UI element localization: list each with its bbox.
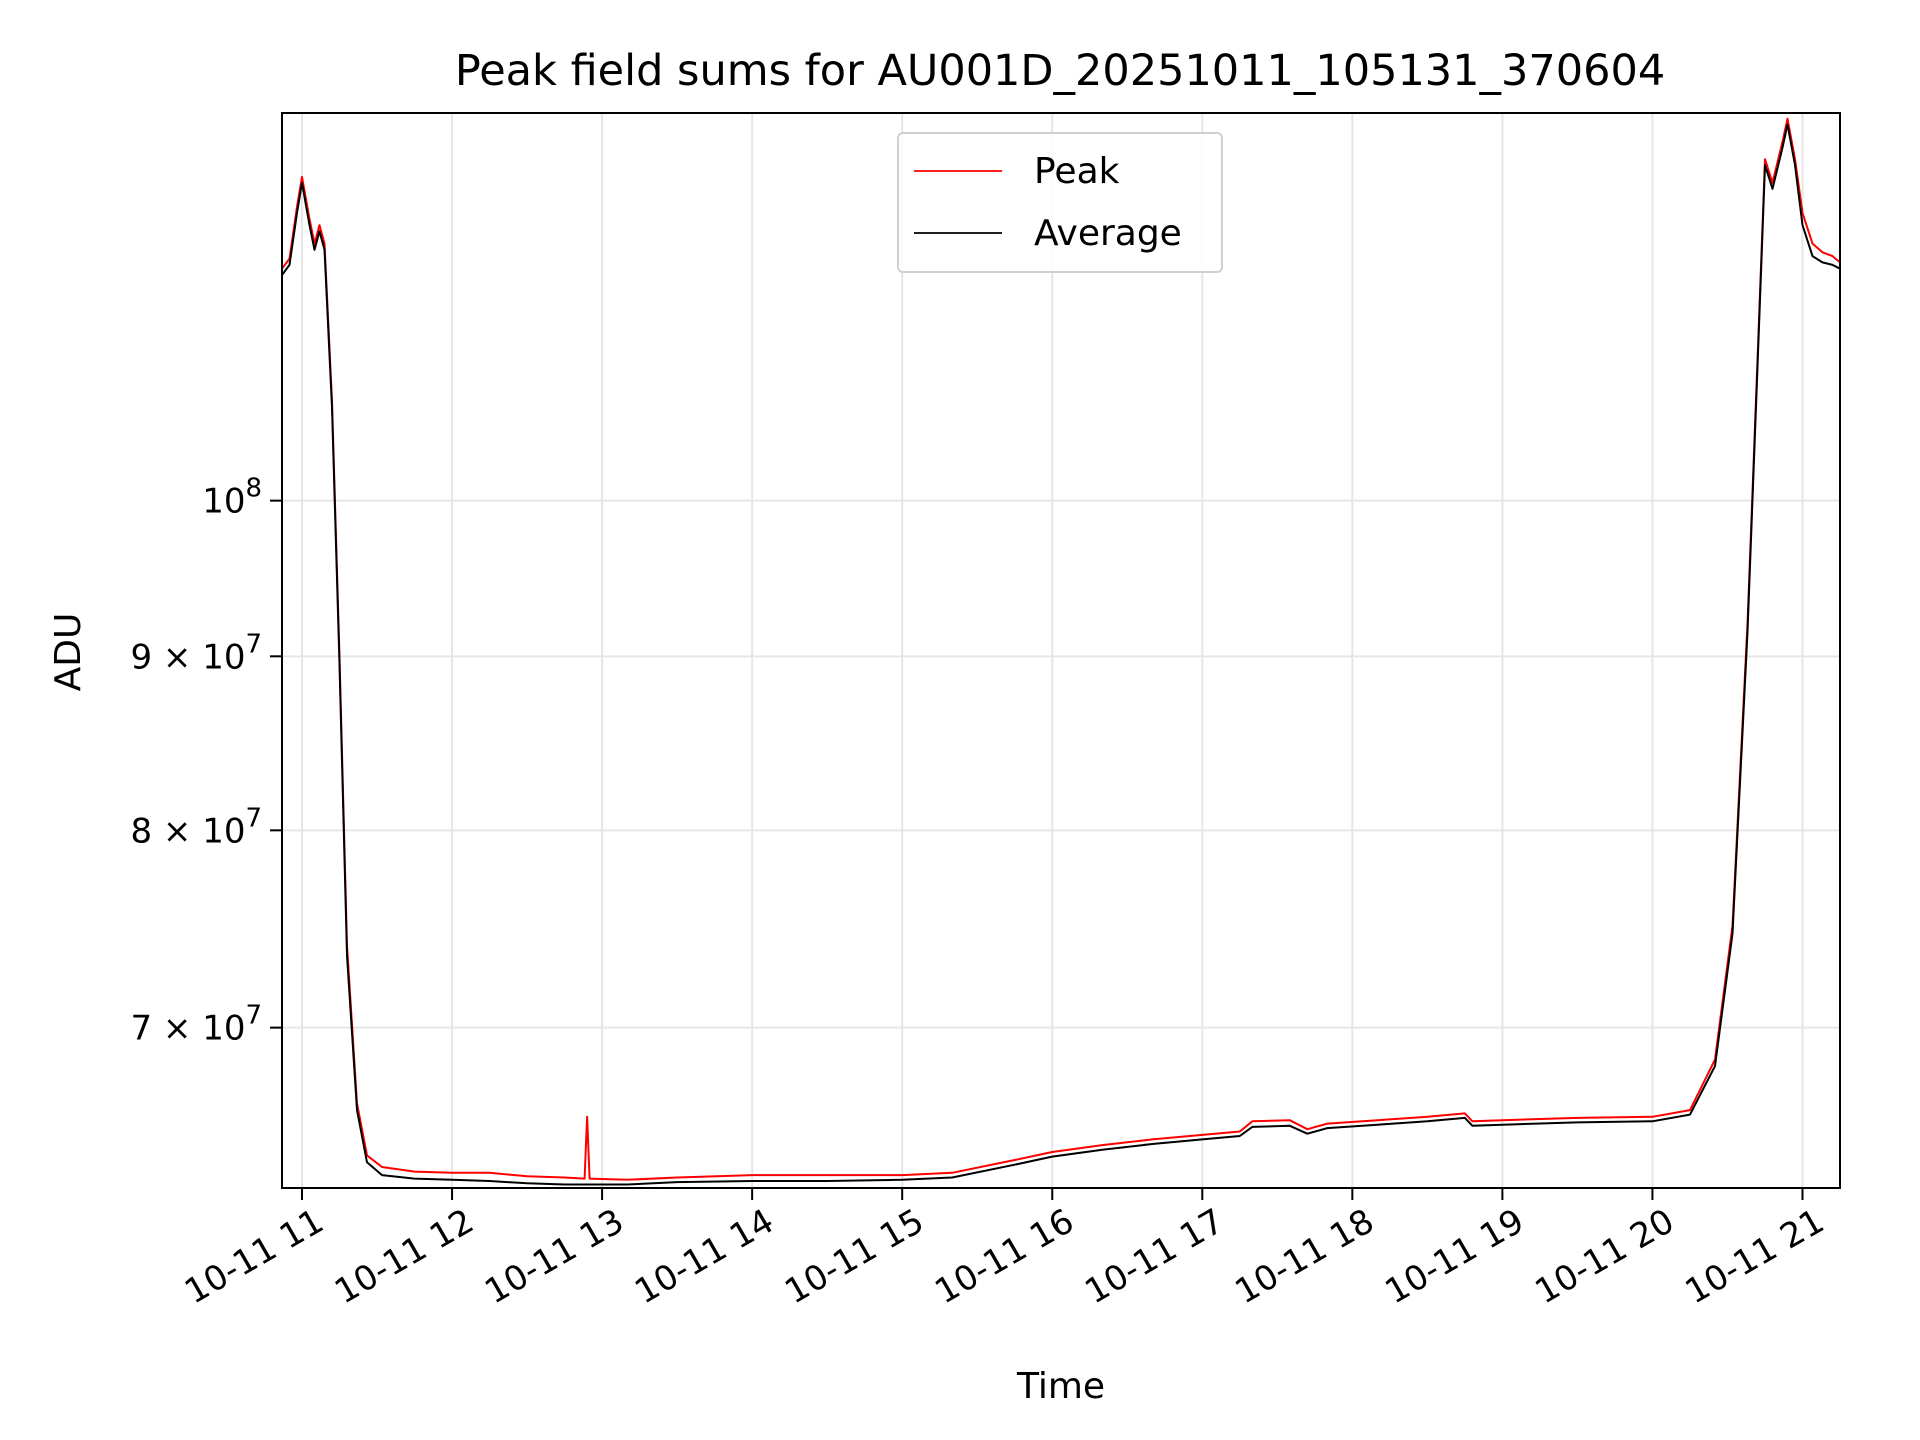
- legend-box: [897, 132, 1223, 273]
- y-axis-label: ADU: [48, 613, 89, 692]
- chart-title: Peak field sums for AU001D_20251011_1051…: [455, 46, 1665, 96]
- legend-label-peak: Peak: [1034, 151, 1120, 192]
- y-tick-label: 9 × 107: [130, 629, 262, 677]
- series-layer: [282, 119, 1840, 1185]
- y-tick-label: 7 × 107: [130, 1001, 262, 1049]
- grid: [282, 113, 1840, 1188]
- y-tick-label: 108: [202, 474, 262, 522]
- series-line-average: [282, 124, 1840, 1184]
- legend: Peak Average: [897, 132, 1223, 273]
- legend-label-average: Average: [1034, 213, 1182, 254]
- y-tick-label: 8 × 107: [130, 803, 262, 851]
- y-axis: 7 × 107 8 × 107 9 × 107 108: [130, 474, 282, 1049]
- x-axis-label: Time: [1016, 1366, 1105, 1407]
- plot-frame: [281, 112, 1841, 1189]
